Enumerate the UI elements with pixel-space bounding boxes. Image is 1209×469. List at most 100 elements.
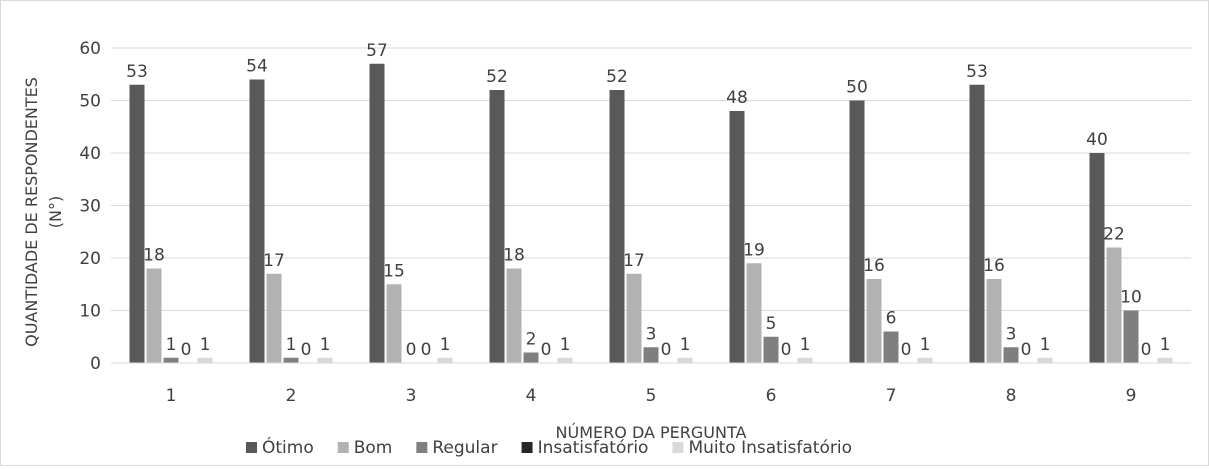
bar xyxy=(197,357,213,363)
bar xyxy=(746,263,762,363)
data-label: 10 xyxy=(1120,288,1142,308)
y-tick-label: 40 xyxy=(79,144,101,164)
bar xyxy=(609,90,625,363)
bar xyxy=(283,357,299,363)
data-label: 1 xyxy=(800,335,811,355)
data-label: 0 xyxy=(1021,340,1032,360)
data-label: 0 xyxy=(421,340,432,360)
data-label: 18 xyxy=(143,246,165,266)
bar xyxy=(677,357,693,363)
x-tick-label: 1 xyxy=(166,386,177,406)
y-tick-label: 20 xyxy=(79,249,101,269)
bar xyxy=(506,268,522,363)
legend-label: Bom xyxy=(354,438,393,458)
y-axis-title-unit: (N°) xyxy=(46,196,65,228)
bar xyxy=(489,90,505,363)
y-axis-title: QUANTIDADE DE RESPONDENTES xyxy=(22,77,41,347)
data-label: 52 xyxy=(486,67,508,87)
bar xyxy=(249,79,265,363)
data-label: 1 xyxy=(440,335,451,355)
x-tick-label: 3 xyxy=(406,386,417,406)
legend-label: Ótimo xyxy=(262,436,314,458)
data-label: 1 xyxy=(1040,335,1051,355)
x-tick-label: 9 xyxy=(1126,386,1137,406)
bars xyxy=(129,63,1173,363)
bar xyxy=(917,357,933,363)
data-label: 16 xyxy=(983,256,1005,276)
data-label: 22 xyxy=(1103,225,1125,245)
bar xyxy=(729,111,745,363)
y-tick-label: 0 xyxy=(90,354,101,374)
bar xyxy=(163,357,179,363)
legend-swatch xyxy=(337,442,349,453)
data-label: 19 xyxy=(743,240,765,260)
bar xyxy=(763,336,779,363)
bar xyxy=(317,357,333,363)
y-tick-label: 30 xyxy=(79,197,101,217)
legend-swatch xyxy=(246,442,257,453)
data-label: 6 xyxy=(886,309,897,329)
data-label: 53 xyxy=(966,62,988,82)
legend-label: Insatisfatório xyxy=(538,438,649,458)
data-label: 18 xyxy=(503,246,525,266)
data-label: 0 xyxy=(301,340,312,360)
data-label: 17 xyxy=(263,251,285,271)
data-label: 5 xyxy=(766,314,777,334)
x-tick-label: 4 xyxy=(526,386,537,406)
data-label: 1 xyxy=(286,335,297,355)
x-axis-ticks: 1 2 3 4 5 6 7 8 9 xyxy=(166,386,1137,406)
data-label: 2 xyxy=(526,330,537,350)
data-label: 1 xyxy=(200,335,211,355)
data-label: 0 xyxy=(541,340,552,360)
data-label: 1 xyxy=(920,335,931,355)
data-label: 53 xyxy=(126,62,148,82)
data-label: 0 xyxy=(406,340,417,360)
data-label: 17 xyxy=(623,251,645,271)
y-tick-label: 10 xyxy=(79,302,101,322)
x-tick-label: 2 xyxy=(286,386,297,406)
bar xyxy=(266,273,282,363)
bar xyxy=(557,357,573,363)
bar xyxy=(969,84,985,363)
gridlines xyxy=(111,47,1191,311)
bar xyxy=(643,347,659,363)
data-label: 1 xyxy=(680,335,691,355)
bar xyxy=(883,331,899,363)
bar xyxy=(146,268,162,363)
legend-label: Regular xyxy=(432,438,497,458)
legend-label: Muito Insatisfatório xyxy=(688,438,852,458)
bar xyxy=(866,279,882,363)
legend-swatch xyxy=(521,442,533,453)
x-tick-label: 5 xyxy=(646,386,657,406)
data-label: 0 xyxy=(1141,340,1152,360)
data-label: 0 xyxy=(901,340,912,360)
data-label: 15 xyxy=(383,261,405,281)
bar xyxy=(986,279,1002,363)
bar xyxy=(129,84,145,363)
bar xyxy=(1123,310,1139,363)
data-label: 1 xyxy=(560,335,571,355)
bar xyxy=(1157,357,1173,363)
y-axis-ticks: 0 10 20 30 40 50 60 xyxy=(79,39,101,374)
bar xyxy=(1003,347,1019,363)
y-tick-label: 50 xyxy=(79,92,101,112)
bar xyxy=(1037,357,1053,363)
x-tick-label: 6 xyxy=(766,386,777,406)
data-label: 50 xyxy=(846,78,868,98)
bar xyxy=(797,357,813,363)
data-label: 54 xyxy=(246,57,268,77)
data-label: 0 xyxy=(661,340,672,360)
data-label: 1 xyxy=(320,335,331,355)
bar xyxy=(1106,247,1122,363)
data-label: 1 xyxy=(1160,335,1171,355)
data-label: 52 xyxy=(606,67,628,87)
data-label: 48 xyxy=(726,88,748,108)
bar xyxy=(626,273,642,363)
data-label: 3 xyxy=(1006,324,1017,344)
bar xyxy=(523,352,539,363)
x-tick-label: 7 xyxy=(886,386,897,406)
data-label: 16 xyxy=(863,256,885,276)
